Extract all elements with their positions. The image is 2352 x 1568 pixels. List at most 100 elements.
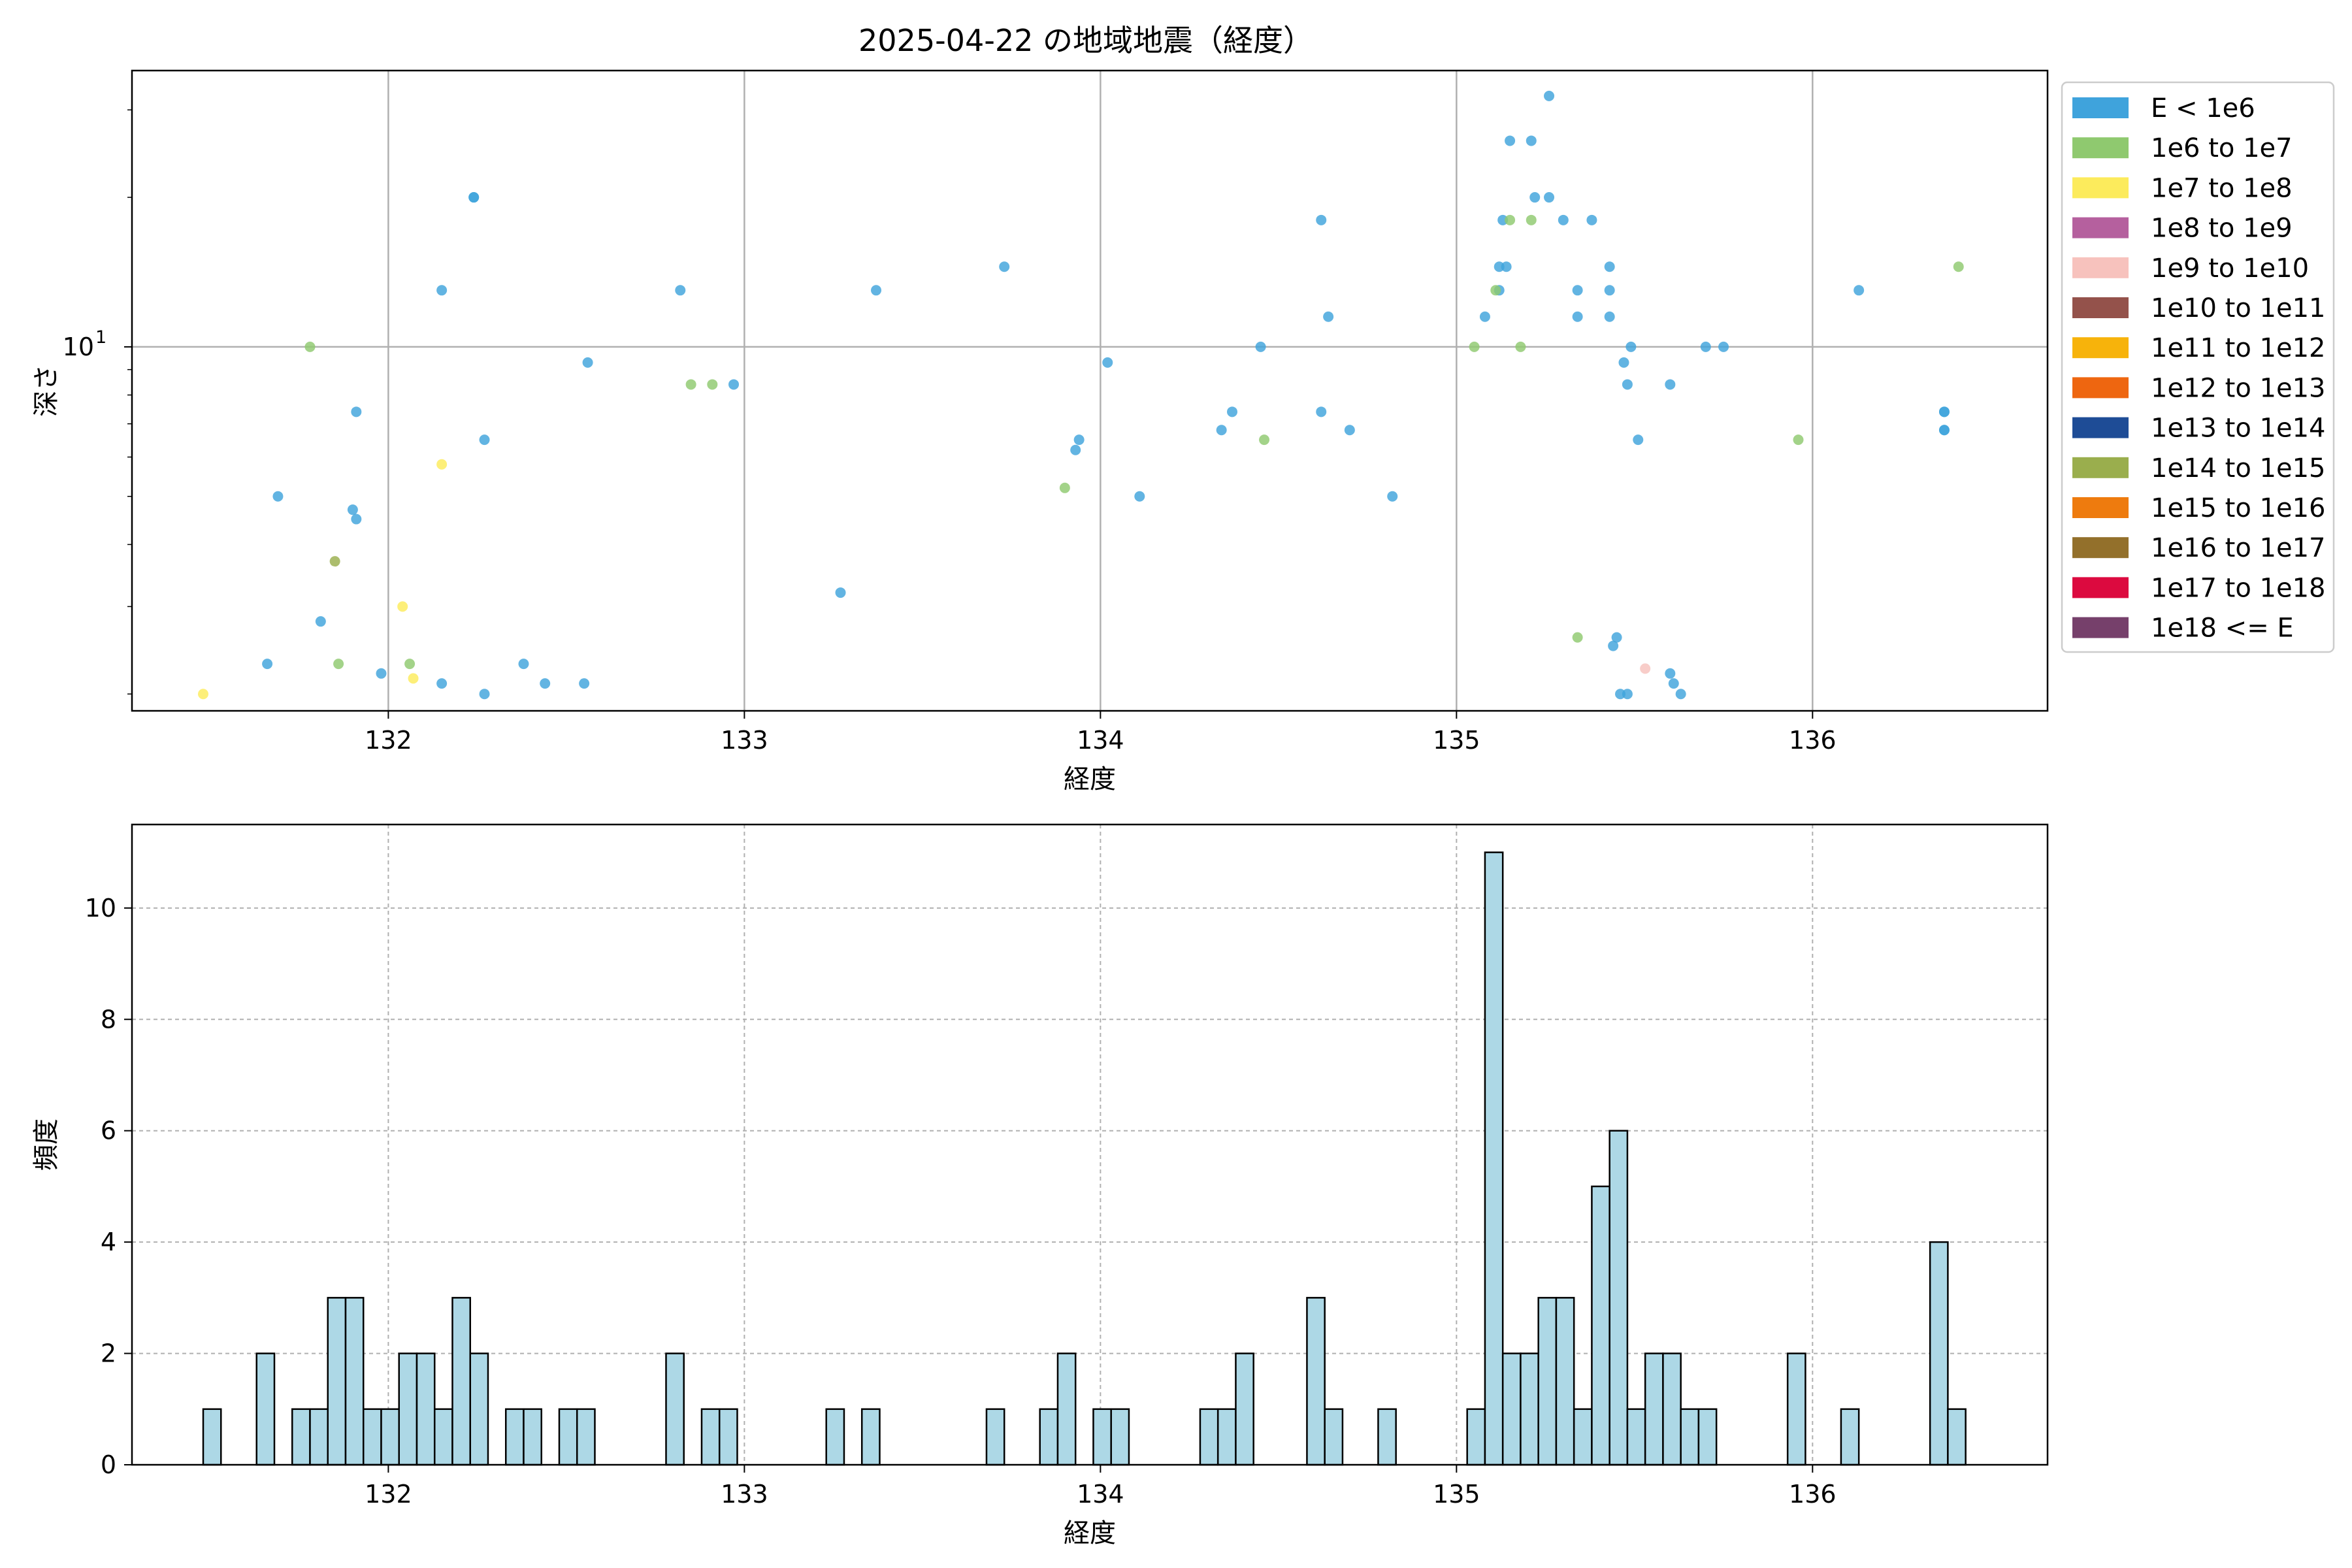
legend-swatch [2072,537,2129,559]
scatter-point [1344,425,1355,436]
legend-label: E < 1e6 [2151,93,2255,123]
scatter-point [1505,135,1516,146]
scatter-points [197,90,1964,700]
scatter-point [1625,341,1637,352]
scatter-point [1668,678,1679,689]
legend-label: 1e17 to 1e18 [2151,573,2326,603]
histogram-bar [1520,1352,1539,1466]
scatter-point [707,379,718,390]
legend-swatch [2072,497,2129,518]
histogram-bar [504,1408,525,1466]
scatter-point [1469,341,1480,352]
scatter-point [1938,406,1950,417]
scatter-point [351,514,362,525]
histogram-y-tick-label: 2 [101,1339,116,1368]
scatter-point [1259,434,1270,446]
histogram-y-tick-label: 6 [101,1117,116,1145]
histogram-bar [1947,1408,1967,1466]
histogram-bar [469,1352,489,1466]
histogram-y-tick-label: 10 [85,894,116,923]
histogram-y-tick-label: 8 [101,1005,116,1034]
legend-swatch [2072,97,2129,118]
legend-swatch [2072,297,2129,318]
histogram-bar [1324,1408,1344,1466]
histogram-bar [451,1297,471,1466]
histogram-x-tick-label: 134 [1077,1480,1124,1509]
scatter-point [1572,311,1583,322]
scatter-point [1526,135,1537,146]
scatter-point [1529,192,1541,203]
scatter-point [1316,214,1327,225]
scatter-point [1622,689,1633,700]
legend-label: 1e16 to 1e17 [2151,533,2326,563]
scatter-point [1526,214,1537,225]
histogram-bar [700,1408,721,1466]
histogram-x-tick-label: 132 [365,1480,412,1509]
scatter-point [272,491,284,502]
histogram-bar [1537,1297,1558,1466]
scatter-point [1938,425,1950,436]
histogram-grid [132,825,2048,1465]
scatter-point [1604,311,1615,322]
scatter-point [1633,434,1644,446]
legend-swatch [2072,617,2129,638]
legend: E < 1e6 1e6 to 1e7 1e7 to 1e8 1e8 to 1e9 1e9… [2061,81,2335,653]
scatter-point [197,689,208,700]
scatter-point [468,192,480,203]
legend-swatch [2072,177,2129,199]
scatter-point [999,261,1010,272]
scatter-point [1572,632,1583,643]
scatter-point [518,659,529,670]
histogram-bar [1306,1297,1326,1466]
scatter-point [408,673,419,684]
scatter-y-axis-label: 深さ [31,365,61,417]
scatter-point [1073,434,1085,446]
scatter-point [1572,285,1583,296]
legend-swatch [2072,257,2129,278]
scatter-plot-frame [131,69,2049,712]
scatter-point [1070,444,1081,455]
histogram-x-axis-label: 経度 [1064,1518,1116,1548]
histogram-bar [1501,1352,1522,1466]
legend-label: 1e13 to 1e14 [2151,414,2326,444]
histogram-bar [1591,1185,1610,1466]
histogram-bar [344,1297,365,1466]
legend-label: 1e12 to 1e13 [2151,373,2326,403]
histogram-bar [1626,1408,1646,1466]
histogram-x-tick-label: 133 [721,1480,768,1509]
histogram-bar [1056,1352,1077,1466]
scatter-point [1640,663,1651,674]
legend-swatch [2072,377,2129,399]
histogram-y-tick-label: 4 [101,1228,116,1256]
legend-swatch [2072,577,2129,598]
histogram-bar [576,1408,596,1466]
scatter-point [479,689,490,700]
histogram-bar [1573,1408,1593,1466]
histogram-bar [1466,1408,1486,1466]
scatter-point [1544,192,1555,203]
scatter-y-tick-exponent: 1 [95,327,106,348]
histogram-bar [718,1408,738,1466]
histogram-y-axis-label: 頻度 [31,1119,61,1171]
legend-swatch [2072,137,2129,159]
histogram-bar [1609,1130,1629,1466]
scatter-point [1604,261,1615,272]
legend-swatch [2072,217,2129,238]
histogram-x-tick-label: 135 [1433,1480,1480,1509]
scatter-point [436,459,448,470]
histogram-bar [202,1408,222,1466]
scatter-point [1718,341,1729,352]
histogram-bar [1644,1352,1664,1466]
histogram-bar [825,1408,845,1466]
scatter-point [685,379,696,390]
scatter-point [1618,357,1629,368]
histogram-bar [1039,1408,1059,1466]
histogram-bar [1680,1408,1700,1466]
scatter-point [540,678,551,689]
scatter-point [1665,668,1676,679]
scatter-point [1675,689,1686,700]
histogram-ticks: 132 133 134 135 136 0 2 4 6 8 10 [85,894,1837,1509]
histogram-bar [1555,1297,1575,1466]
scatter-x-tick-label: 132 [365,726,412,755]
histogram-bar [362,1408,382,1466]
